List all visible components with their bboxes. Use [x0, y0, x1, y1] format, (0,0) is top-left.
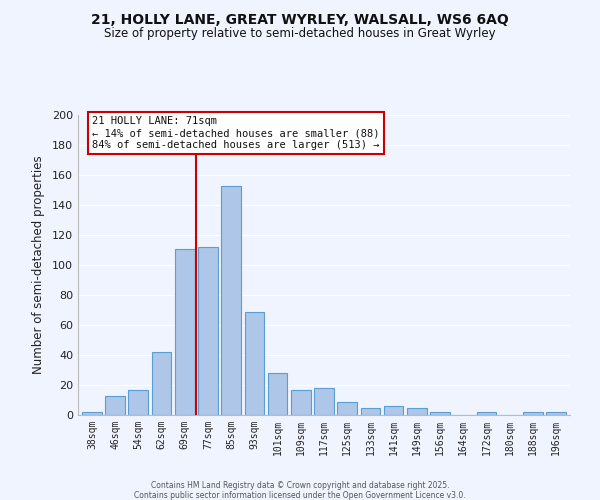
Bar	[476, 412, 496, 415]
Bar	[268, 373, 287, 415]
Bar	[546, 412, 566, 415]
Bar	[245, 312, 264, 415]
Text: Size of property relative to semi-detached houses in Great Wyrley: Size of property relative to semi-detach…	[104, 28, 496, 40]
Text: Contains public sector information licensed under the Open Government Licence v3: Contains public sector information licen…	[134, 490, 466, 500]
Bar	[82, 412, 102, 415]
Bar	[407, 408, 427, 415]
Bar	[291, 390, 311, 415]
Bar	[314, 388, 334, 415]
Bar	[430, 412, 450, 415]
Bar	[384, 406, 403, 415]
Bar	[523, 412, 543, 415]
Bar	[361, 408, 380, 415]
Bar	[105, 396, 125, 415]
Bar	[198, 247, 218, 415]
Text: 21 HOLLY LANE: 71sqm
← 14% of semi-detached houses are smaller (88)
84% of semi-: 21 HOLLY LANE: 71sqm ← 14% of semi-detac…	[92, 116, 379, 150]
Bar	[152, 352, 172, 415]
Y-axis label: Number of semi-detached properties: Number of semi-detached properties	[32, 156, 45, 374]
Text: 21, HOLLY LANE, GREAT WYRLEY, WALSALL, WS6 6AQ: 21, HOLLY LANE, GREAT WYRLEY, WALSALL, W…	[91, 12, 509, 26]
Bar	[337, 402, 357, 415]
Bar	[175, 248, 194, 415]
Text: Contains HM Land Registry data © Crown copyright and database right 2025.: Contains HM Land Registry data © Crown c…	[151, 482, 449, 490]
Bar	[128, 390, 148, 415]
Bar	[221, 186, 241, 415]
